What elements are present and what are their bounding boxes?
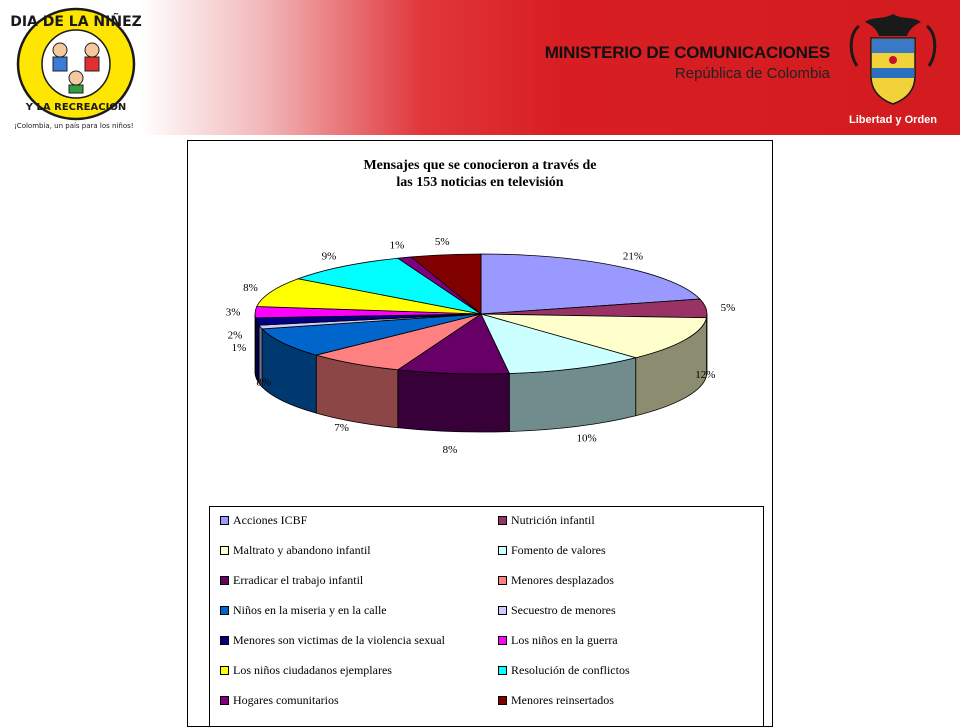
pct-label-8: 1% [232,342,247,354]
pct-label-1: 21% [623,251,643,263]
legend-label: Hogares comunitarios [233,693,339,707]
legend-label: Resolución de conflictos [511,663,630,677]
legend-label: Menores son victimas de la violencia sex… [233,633,445,647]
legend-item: Los niños en la guerra [498,633,618,649]
pct-label-13: 1% [390,239,405,251]
legend-swatch [220,546,229,555]
chart-frame: Mensajes que se conocieron a través de l… [187,140,773,727]
legend-label: Menores reinsertados [511,693,614,707]
motto-text: Libertad y Orden [849,114,937,126]
pct-label-4: 10% [577,432,597,444]
legend-label: Nutrición infantil [511,513,595,527]
legend-label: Los niños ciudadanos ejemplares [233,663,392,677]
logo-text-bottom: Y LA RECREACION [25,102,126,113]
legend-label: Erradicar el trabajo infantil [233,573,363,587]
pct-label-9: 2% [228,330,243,342]
legend-swatch [498,606,507,615]
pct-label-10: 3% [226,307,241,319]
legend-item: Hogares comunitarios [220,693,339,709]
legend-item: Menores son victimas de la violencia sex… [220,633,445,649]
pct-label-12: 9% [322,251,337,263]
legend-swatch [220,666,229,675]
legend-label: Niños en la miseria y en la calle [233,603,387,617]
legend-item: Nutrición infantil [498,513,595,529]
pct-label-7: 8% [256,377,271,389]
chart-legend: Acciones ICBF Nutrición infantil Maltrato … [209,506,764,727]
legend-item: Secuestro de menores [498,603,616,619]
colombia-coat-of-arms: Libertad y Orden [843,6,943,130]
dia-de-la-ninez-logo: DIA DE LA NIÑEZ Y LA RECREACION ¡Colombi… [8,6,158,132]
legend-swatch [498,666,507,675]
legend-item: Los niños ciudadanos ejemplares [220,663,392,679]
pct-label-6: 7% [334,422,349,434]
legend-item: Acciones ICBF [220,513,307,529]
legend-item: Niños en la miseria y en la calle [220,603,387,619]
pct-label-3: 12% [695,369,715,381]
legend-label: Maltrato y abandono infantil [233,543,371,557]
logo-text-top: DIA DE LA NIÑEZ [10,13,142,30]
ministry-block: MINISTERIO DE COMUNICACIONES República d… [545,43,830,82]
legend-swatch [498,696,507,705]
pie-chart: 21%5%12%10%8%7%8%1%2%3%8%9%1%5% [188,141,772,501]
ministry-title: MINISTERIO DE COMUNICACIONES [545,43,830,63]
legend-item: Erradicar el trabajo infantil [220,573,363,589]
pie-side-9 [255,318,259,383]
pie-side-5 [398,370,510,432]
legend-swatch [498,516,507,525]
legend-swatch [498,546,507,555]
pct-label-11: 8% [243,282,258,294]
country-subtitle: República de Colombia [545,65,830,82]
legend-item: Maltrato y abandono infantil [220,543,371,559]
pct-label-14: 5% [435,236,450,248]
condor-icon [865,14,921,36]
legend-swatch [498,636,507,645]
legend-swatch [220,516,229,525]
legend-swatch [220,606,229,615]
legend-label: Menores desplazados [511,573,614,587]
legend-item: Menores reinsertados [498,693,614,709]
legend-label: Los niños en la guerra [511,633,618,647]
legend-swatch [220,576,229,585]
pct-label-2: 5% [721,302,736,314]
header-banner: DIA DE LA NIÑEZ Y LA RECREACION ¡Colombi… [0,0,960,135]
legend-swatch [498,576,507,585]
logo-tagline: ¡Colombia, un país para los niños! [14,122,134,130]
legend-swatch [220,696,229,705]
legend-label: Fomento de valores [511,543,606,557]
legend-label: Acciones ICBF [233,513,307,527]
legend-swatch [220,636,229,645]
pct-label-5: 8% [443,444,458,456]
legend-item: Menores desplazados [498,573,614,589]
legend-item: Fomento de valores [498,543,606,559]
legend-item: Resolución de conflictos [498,663,630,679]
legend-label: Secuestro de menores [511,603,616,617]
